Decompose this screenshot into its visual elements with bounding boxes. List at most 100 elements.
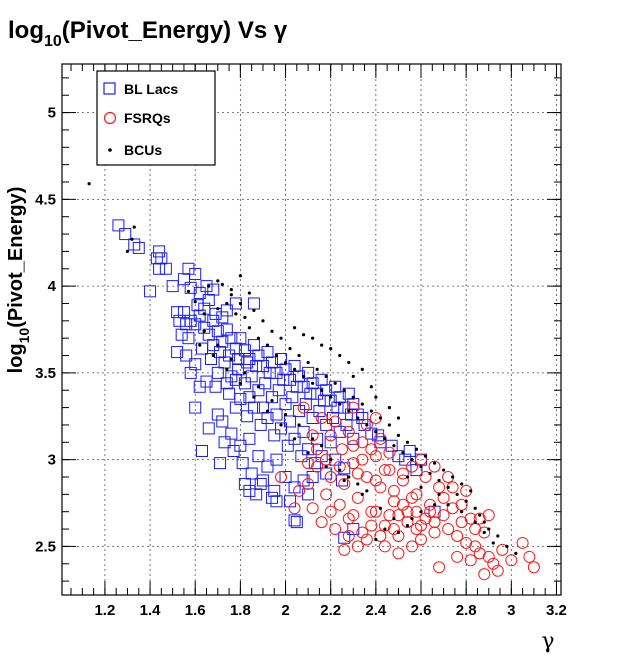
legend-label-bcus: BCUs [124,142,162,158]
fsrq-point [351,491,364,504]
bcu-point [446,503,450,507]
x-tick-label: 2 [281,602,289,619]
bl-lac-point [112,219,125,232]
fsrq-point [396,467,409,480]
bcu-point [338,353,342,358]
bcu-point [410,458,414,462]
bcu-point [428,471,432,476]
bcu-point [216,307,220,311]
bcu-point [342,388,346,392]
bl-lac-point [297,474,310,487]
bl-lac-point [279,471,292,483]
bl-lac-point [295,450,308,463]
bl-lac-point [216,335,229,348]
fsrq-point [419,512,432,525]
bl-lac-point [171,306,184,319]
fsrq-point [455,516,468,529]
bl-lac-point [229,373,242,386]
bcu-point [360,492,364,496]
bl-lac-point [175,328,188,341]
bl-lac-point [306,471,319,483]
bl-lac-point [214,346,227,359]
fsrq-point [387,523,400,536]
bl-lac-point [345,408,358,421]
fsrq-point [415,519,428,532]
bcu-point [356,416,360,420]
bl-lac-point [209,307,222,320]
fsrq-point [446,502,459,515]
bl-lac-point [306,412,319,424]
bl-lac-point [275,422,288,435]
y-axis-label: log10(Pivot_Energy) [5,187,32,374]
bl-lac-point [250,488,263,501]
y-axis-label-prefix: log [5,343,27,373]
bl-lac-point [385,439,398,452]
bl-lac-point [347,432,360,445]
fsrq-point [496,543,509,556]
fsrq-point [333,498,346,511]
bcu-point [297,423,301,427]
bcu-point [496,534,500,538]
fsrq-point [324,429,337,442]
bcu-point [369,385,373,389]
bl-lac-point [234,392,247,405]
bl-lac-point [232,363,245,376]
fsrq-point [487,557,500,570]
bl-lac-point [171,346,184,359]
bcu-point [378,416,382,420]
bcu-point [396,416,401,420]
bl-lac-point [268,429,281,442]
bcu-point [256,385,261,389]
fsrq-point [302,457,315,470]
bl-lac-point [297,380,310,393]
fsrq-point [315,516,328,529]
bl-lac-point [335,474,348,487]
bl-lac-point [338,401,351,414]
bcu-point [405,523,410,528]
bl-lac-point [150,252,163,265]
fsrq-point [451,550,464,563]
fsrq-point [293,484,306,497]
bl-lac-point [317,394,330,407]
bl-lac-point [302,366,315,379]
bcu-point [130,237,134,241]
bl-lac-point [207,314,220,327]
bl-lac-point [272,384,285,397]
bl-lac-point [205,353,218,365]
fsrq-point [383,446,396,459]
bl-lac-point [270,495,283,508]
bcu-point [186,289,191,293]
bl-lac-point [286,391,299,404]
bl-lac-point [200,280,213,293]
bl-lac-point [216,415,229,428]
bcu-point [216,343,220,347]
fsrq-point [333,460,346,473]
bcu-point [392,444,396,448]
bcu-point [265,409,270,413]
bl-lac-point [202,422,215,435]
bcu-point [365,423,369,427]
bcu-point [306,360,310,365]
x-tick-label: 2.2 [320,602,341,619]
bl-lac-point [132,241,145,254]
fsrq-point [401,516,414,529]
fsrq-point [365,505,378,518]
legend-marker-bcus [108,148,112,152]
fsrq-point [320,488,333,501]
bcu-point [437,492,441,496]
bl-lac-point [189,267,202,280]
bl-lac-point [302,488,315,501]
bcu-point [378,506,382,510]
bl-lac-point [119,228,132,241]
fsrq-point [451,530,464,542]
fsrq-point [315,412,328,424]
bl-lac-point [238,477,251,490]
bcu-point [392,517,396,521]
bl-lac-point [144,285,157,298]
fsrq-point [473,547,486,560]
bl-lac-point [193,287,206,300]
y-tick-label: 4.5 [35,191,56,208]
bcu-point [369,409,373,413]
bl-lac-point [311,387,324,400]
